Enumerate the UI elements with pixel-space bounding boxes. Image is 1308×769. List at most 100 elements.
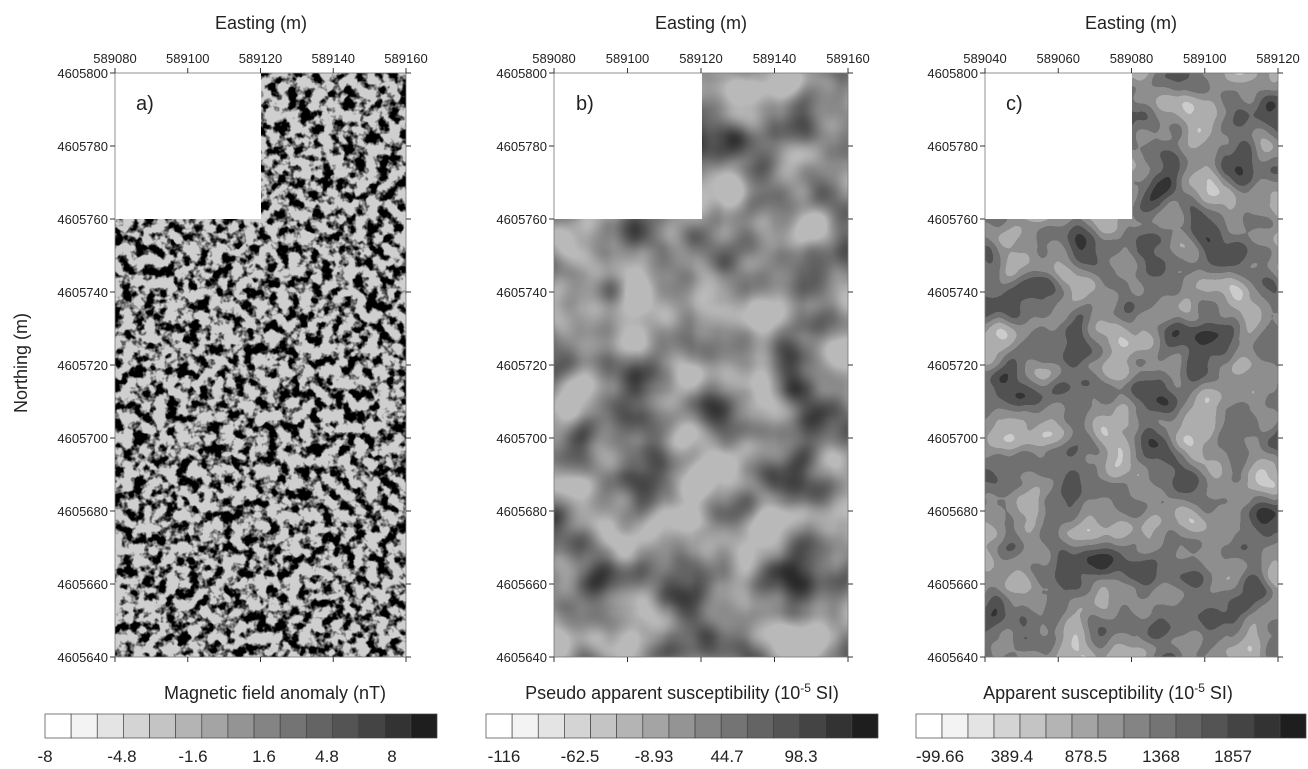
x-ticks-c: 589040 589060 589080 589100 589120 (963, 51, 1300, 662)
x-tick-label: 589140 (312, 51, 355, 66)
x-ticks-a: 589080 589100 589120 589140 589160 (93, 51, 428, 662)
y-tick-label: 4605740 (496, 285, 547, 300)
blank-corner-c (985, 73, 1132, 219)
colorbar-swatch (253, 713, 281, 739)
y-tick-label: 4605760 (927, 212, 978, 227)
colorbar-value: -8 (37, 747, 52, 766)
x-ticks-b: 589080 589100 589120 589140 589160 (532, 51, 870, 662)
y-tick-label: 4605760 (57, 212, 108, 227)
colorbar-swatch (720, 713, 748, 739)
colorbar-title-c-main: Apparent susceptibility (10 (983, 683, 1194, 703)
x-axis-label-a: Easting (m) (215, 13, 307, 33)
y-tick-label: 4605800 (57, 66, 108, 81)
y-tick-label: 4605760 (496, 212, 547, 227)
colorbar-swatch (1097, 713, 1125, 739)
colorbar-swatch (227, 713, 255, 739)
colorbar-value: 1.6 (252, 747, 276, 766)
panel-tag-a: a) (136, 93, 154, 115)
colorbar-value: 1368 (1142, 747, 1180, 766)
colorbar-swatch (175, 713, 203, 739)
y-tick-label: 4605800 (927, 66, 978, 81)
y-axis-label-group: Northing (m) (11, 313, 31, 413)
x-tick-label: 589160 (384, 51, 427, 66)
y-tick-label: 4605680 (496, 504, 547, 519)
y-ticks-a: 4605800 4605780 4605760 4605740 4605720 46057… (57, 66, 411, 665)
colorbar-title-b-exp: -5 (800, 681, 811, 695)
y-tick-label: 4605700 (57, 431, 108, 446)
x-tick-label: 589040 (963, 51, 1006, 66)
x-tick-label: 589120 (1256, 51, 1299, 66)
x-tick-label: 589080 (1110, 51, 1153, 66)
colorbar-swatch (201, 713, 229, 739)
colorbar-swatch (305, 713, 333, 739)
colorbar-swatch (279, 713, 307, 739)
colorbar-swatch (1071, 713, 1099, 739)
colorbar-swatch (1123, 713, 1151, 739)
panel-c: Easting (m) c) 589040 589060 589080 589100 5… (915, 13, 1307, 766)
y-tick-label: 4605660 (496, 577, 547, 592)
colorbar-swatch (642, 713, 670, 739)
colorbar-swatch (967, 713, 995, 739)
colorbar-swatch (1149, 713, 1177, 739)
colorbar-swatch (537, 713, 565, 739)
colorbar-swatch (1019, 713, 1047, 739)
x-tick-label: 589160 (826, 51, 869, 66)
colorbar-swatch (941, 713, 969, 739)
colorbar-swatch (1253, 713, 1281, 739)
y-ticks-b: 4605800 4605780 4605760 4605740 4605720 46057… (496, 66, 853, 665)
colorbar-swatch (616, 713, 644, 739)
colorbar-values-a: -8 -4.8 -1.6 1.6 4.8 8 (37, 747, 396, 766)
colorbar-swatch (485, 713, 513, 739)
colorbar-swatch (384, 713, 412, 739)
colorbar-title-b: Pseudo apparent susceptibility (10-5 SI) (525, 681, 839, 703)
colorbar-value: 1857 (1214, 747, 1252, 766)
y-tick-label: 4605720 (496, 358, 547, 373)
colorbar-swatch (746, 713, 774, 739)
y-tick-label: 4605780 (57, 139, 108, 154)
colorbar-values-c: -99.66 389.4 878.5 1368 1857 (916, 747, 1252, 766)
colorbar-swatch (668, 713, 696, 739)
colorbar-swatch (358, 713, 386, 739)
y-tick-label: 4605740 (927, 285, 978, 300)
x-tick-label: 589120 (679, 51, 722, 66)
x-tick-label: 589100 (606, 51, 649, 66)
colorbar-swatch (825, 713, 853, 739)
colorbar-title-c-tail: SI) (1205, 683, 1233, 703)
colorbar-value: -4.8 (107, 747, 136, 766)
colorbar-swatch (1227, 713, 1255, 739)
y-tick-label: 4605780 (496, 139, 547, 154)
colorbar-title-c-exp: -5 (1194, 681, 1205, 695)
colorbar-value: 4.8 (315, 747, 339, 766)
colorbar-swatch (851, 713, 879, 739)
colorbar-swatch (123, 713, 150, 739)
y-axis-label: Northing (m) (11, 313, 31, 413)
y-tick-label: 4605700 (496, 431, 547, 446)
x-tick-label: 589140 (753, 51, 796, 66)
colorbar-swatch (694, 713, 722, 739)
y-tick-label: 4605680 (57, 504, 108, 519)
colorbar-swatch (511, 713, 539, 739)
colorbar-swatch (773, 713, 800, 739)
y-tick-label: 4605640 (496, 650, 547, 665)
colorbar-value: -1.6 (178, 747, 207, 766)
blank-corner-a (115, 73, 261, 219)
x-axis-label-c: Easting (m) (1085, 13, 1177, 33)
y-tick-label: 4605720 (927, 358, 978, 373)
colorbar-swatch (564, 713, 591, 739)
colorbar-value: -116 (488, 747, 521, 766)
colorbar-title-a: Magnetic field anomaly (nT) (164, 683, 386, 703)
panel-tag-b: b) (576, 93, 594, 115)
x-tick-label: 589080 (532, 51, 575, 66)
x-tick-label: 589060 (1037, 51, 1080, 66)
y-tick-label: 4605640 (57, 650, 108, 665)
y-tick-label: 4605700 (927, 431, 978, 446)
colorbar-values-b: -116 -62.5 -8.93 44.7 98.3 (488, 747, 818, 766)
colorbar-value: 98.3 (784, 747, 817, 766)
colorbar-value: 44.7 (710, 747, 743, 766)
x-tick-label: 589120 (239, 51, 282, 66)
panel-a: Easting (m) a) 589080 589100 589120 589140 5… (37, 13, 438, 766)
colorbar-swatch (915, 713, 943, 739)
x-tick-label: 589100 (1183, 51, 1226, 66)
colorbar-swatch (149, 713, 177, 739)
